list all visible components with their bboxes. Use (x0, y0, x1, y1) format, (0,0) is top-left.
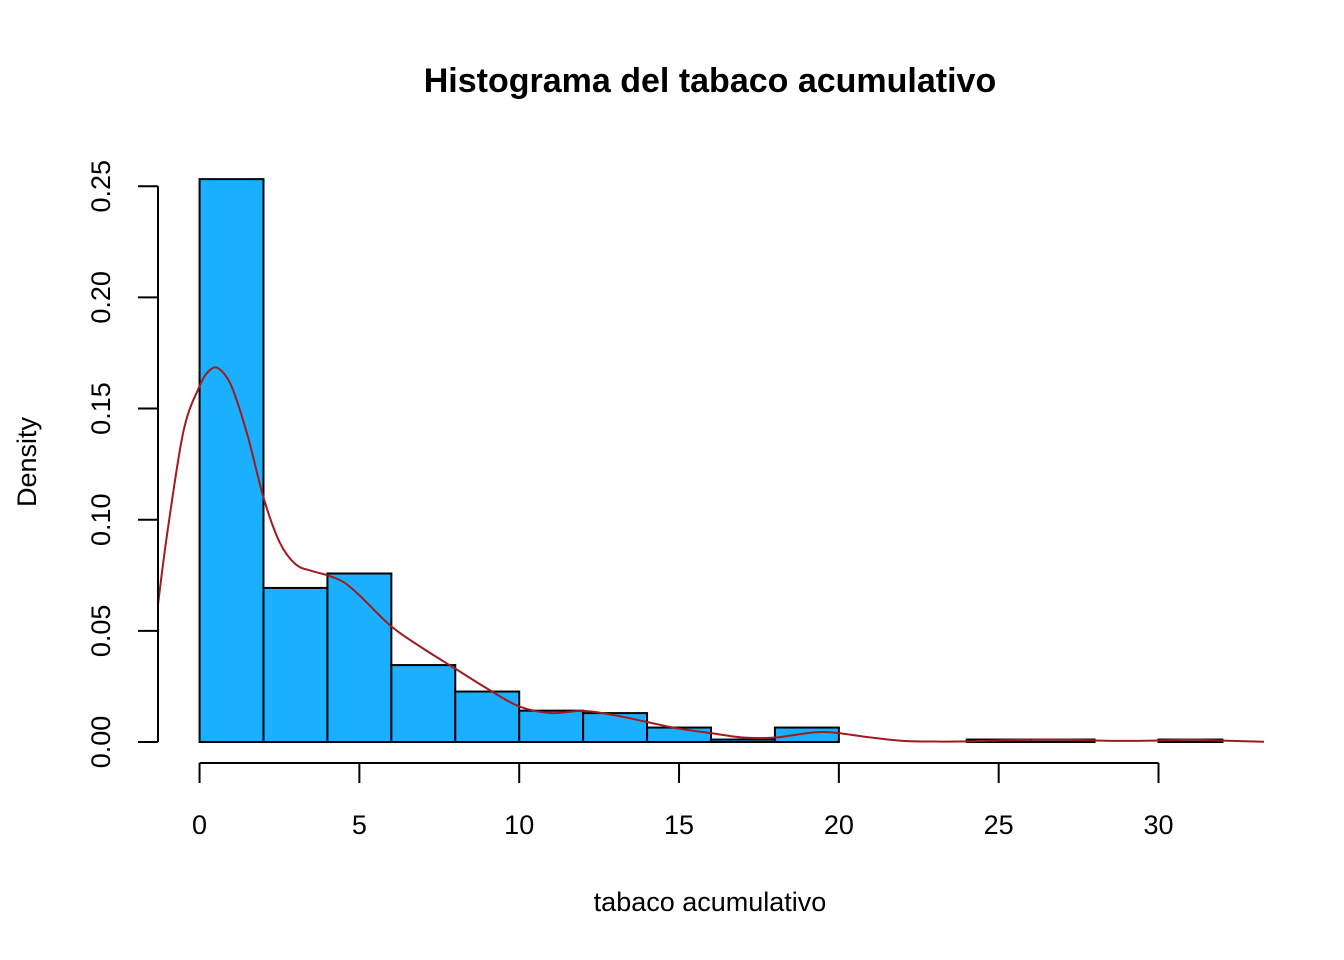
x-tick-label: 15 (664, 810, 694, 840)
y-tick-label: 0.20 (86, 271, 116, 324)
y-tick-label: 0.15 (86, 382, 116, 435)
histogram-bar (326, 572, 393, 744)
density-curve (157, 366, 1265, 743)
x-tick-label: 5 (352, 810, 367, 840)
density-curve-group (157, 366, 1265, 743)
y-tick-label: 0.25 (86, 160, 116, 213)
histogram-bar (582, 712, 649, 743)
histogram-bar (454, 690, 521, 743)
x-tick-label: 25 (984, 810, 1014, 840)
histogram-bar (710, 738, 776, 744)
x-axis: 0 5 10 15 20 25 30 (192, 762, 1174, 840)
x-tick-label: 0 (192, 810, 207, 840)
x-tick-label: 10 (504, 810, 534, 840)
chart-title: Histograma del tabaco acumulativo (424, 62, 997, 100)
histogram-bar (773, 726, 840, 743)
histogram-bar (390, 664, 457, 744)
x-axis-label: tabaco acumulativo (594, 887, 827, 917)
y-tick-label: 0.05 (86, 605, 116, 658)
histogram-bars (198, 178, 1224, 744)
histogram-bar (262, 586, 329, 744)
histogram-bar (646, 726, 712, 743)
y-axis-label: Density (12, 416, 42, 507)
histogram-bar (198, 178, 265, 743)
y-axis: 0.00 0.05 0.10 0.15 0.20 0.25 (86, 160, 159, 769)
histogram-bar (518, 709, 585, 743)
y-tick-label: 0.00 (86, 716, 116, 769)
y-tick-label: 0.10 (86, 493, 116, 546)
x-tick-label: 30 (1143, 810, 1173, 840)
x-tick-label: 20 (824, 810, 854, 840)
